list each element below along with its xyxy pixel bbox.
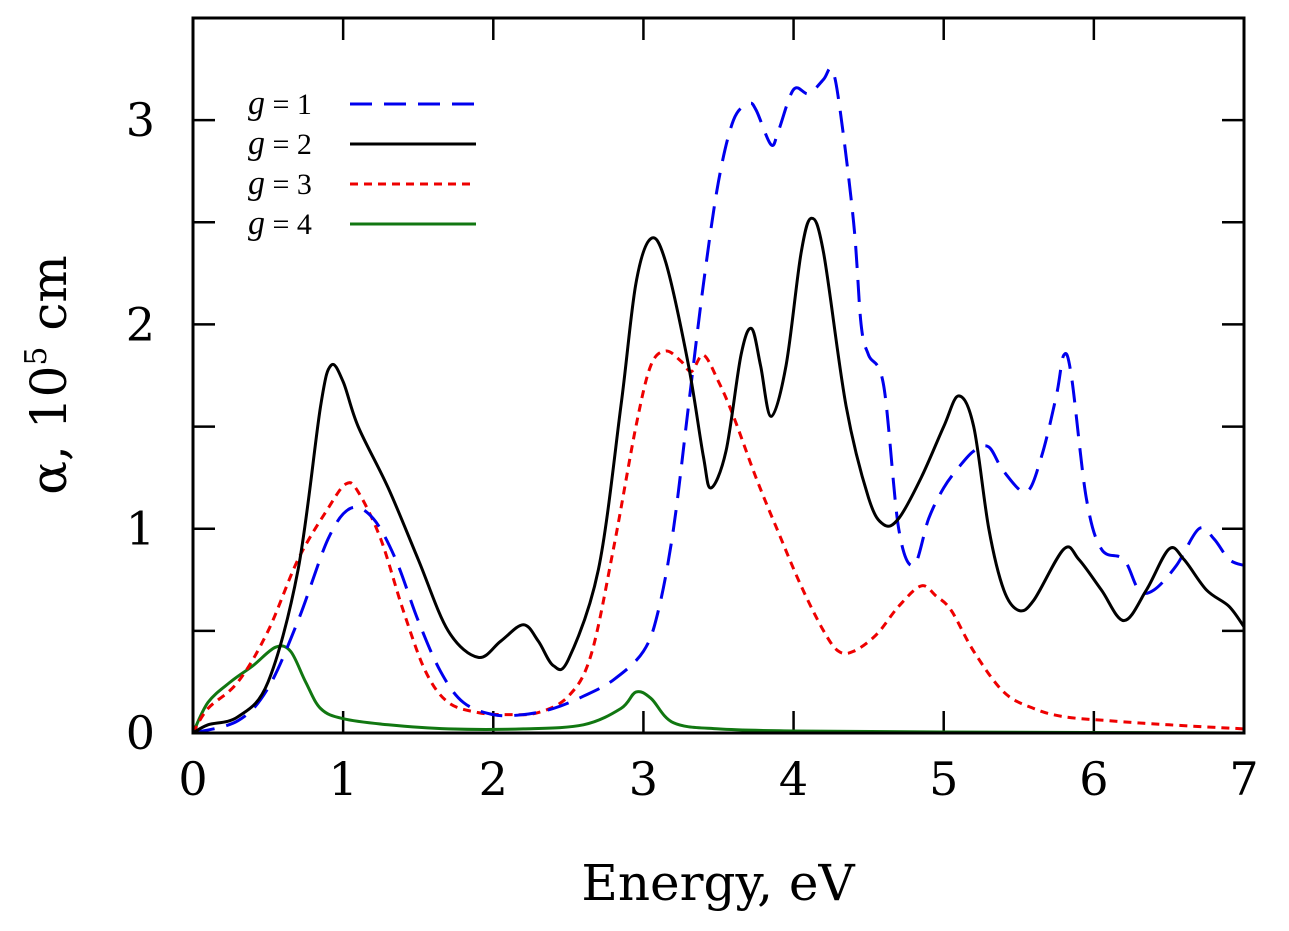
y-tick-label: 1 bbox=[126, 502, 155, 556]
y-tick-labels: 0 1 2 3 bbox=[126, 93, 155, 760]
legend: g = 1g = 2g = 3g = 4 bbox=[248, 85, 476, 242]
x-tick-label: 2 bbox=[479, 752, 508, 806]
series-line-1 bbox=[192, 66, 1245, 735]
axis-ticks bbox=[191, 18, 1246, 735]
x-axis-title: Energy, eV bbox=[581, 854, 855, 912]
y-tick-label: 2 bbox=[126, 297, 155, 351]
legend-label: g = 1 bbox=[248, 85, 312, 122]
x-tick-label: 3 bbox=[629, 752, 658, 806]
y-axis-title-main: α, 10 bbox=[20, 366, 78, 495]
legend-label: g = 2 bbox=[248, 125, 312, 162]
y-axis-title: α, 105 cm bbox=[19, 255, 78, 495]
series-layer bbox=[191, 66, 1246, 735]
legend-label: g = 3 bbox=[248, 165, 312, 202]
y-tick-label: 3 bbox=[126, 93, 155, 147]
x-tick-label: 0 bbox=[178, 752, 207, 806]
legend-label: g = 4 bbox=[248, 205, 312, 242]
y-tick-label: 0 bbox=[126, 706, 155, 760]
series-line-2 bbox=[192, 216, 1246, 735]
x-tick-label: 5 bbox=[929, 752, 958, 806]
series-line-3 bbox=[191, 349, 1245, 734]
x-tick-label: 6 bbox=[1079, 752, 1108, 806]
x-tick-label: 4 bbox=[779, 752, 808, 806]
x-tick-labels: 0 1 2 3 4 5 6 7 bbox=[178, 752, 1258, 806]
y-axis-title-exponent: 5 bbox=[19, 347, 54, 366]
x-tick-label: 7 bbox=[1229, 752, 1258, 806]
plot-frame bbox=[191, 16, 1246, 735]
series-line-4 bbox=[191, 644, 1245, 735]
y-axis-title-unit: cm bbox=[20, 255, 78, 346]
x-tick-label: 1 bbox=[329, 752, 358, 806]
